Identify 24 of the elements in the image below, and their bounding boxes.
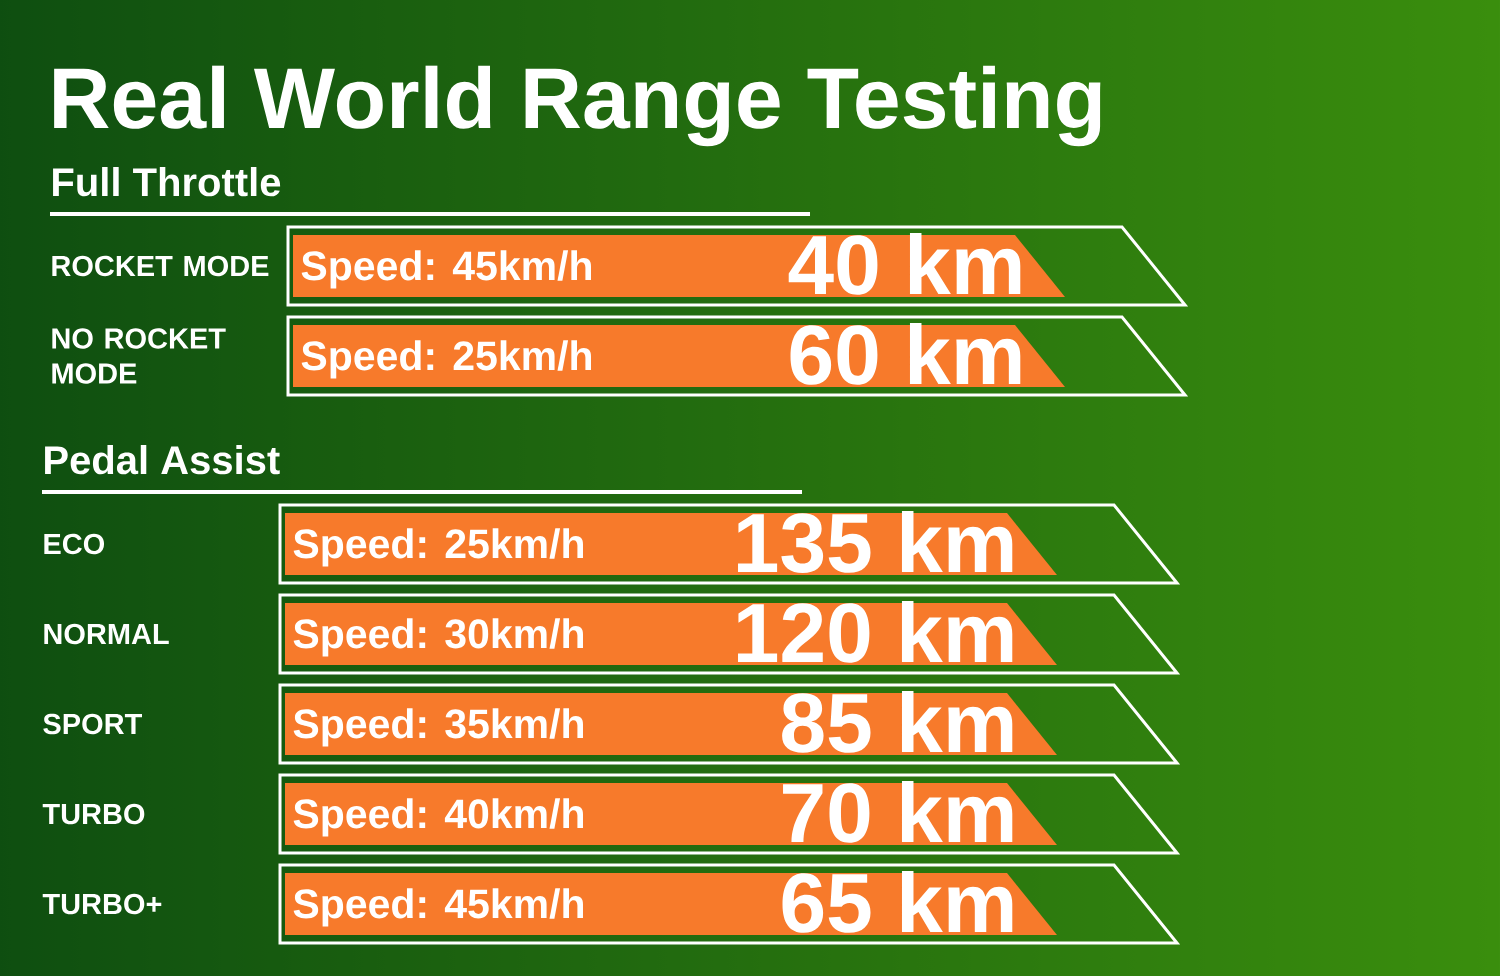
- text: Full Throttle: [53, 167, 281, 197]
- category-label: ROCKET MODE: [52, 255, 269, 277]
- data-label: Speed: 45km/h: [301, 250, 591, 289]
- category-label: NORMAL: [44, 623, 169, 645]
- data-label: 120 km: [738, 601, 1013, 663]
- data-label: 85 km: [782, 691, 1013, 753]
- data-label: 70 km: [783, 781, 1013, 843]
- data-label: 40 km: [788, 233, 1021, 295]
- data-label: Speed: 30km/h: [293, 618, 583, 657]
- data-label: Speed: 35km/h: [293, 708, 583, 747]
- data-label: 135 km: [738, 511, 1013, 573]
- category-label: TURBO+: [42, 893, 162, 915]
- data-label: 65 km: [782, 871, 1013, 933]
- text: Pedal Assist: [45, 445, 280, 475]
- category-label: ECO: [44, 533, 105, 555]
- category-label: SPORT: [43, 713, 142, 735]
- category-label: NO ROCKET MODE: [52, 328, 226, 384]
- data-label: Speed: 45km/h: [293, 888, 583, 927]
- text: Real World Range Testing: [54, 65, 1101, 147]
- category-label: TURBO: [42, 803, 145, 825]
- data-label: 60 km: [790, 323, 1021, 385]
- data-label: Speed: 25km/h: [293, 528, 583, 567]
- data-label: Speed: 40km/h: [293, 798, 583, 837]
- data-label: Speed: 25km/h: [301, 340, 591, 379]
